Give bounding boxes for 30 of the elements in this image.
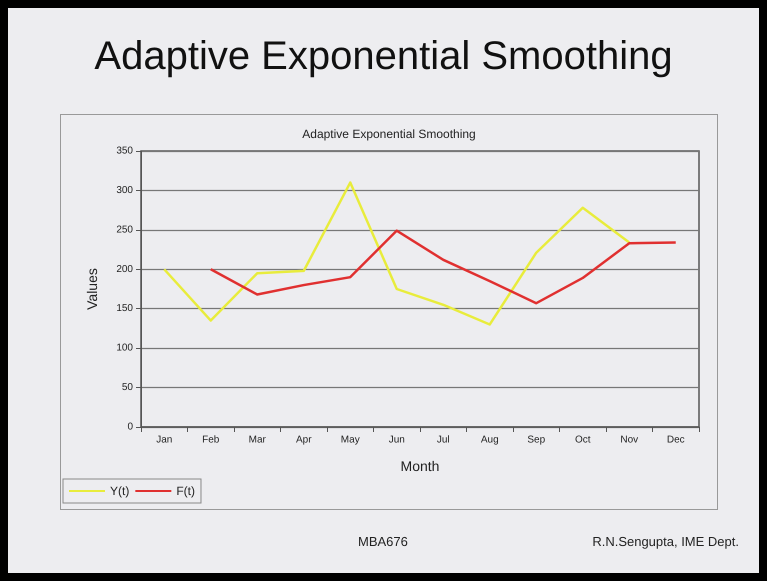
y-tick-label: 0 <box>127 422 134 432</box>
y-tick-label: 100 <box>116 342 134 354</box>
y-tick-label: 350 <box>116 146 134 156</box>
x-tick-label: Jun <box>388 434 405 446</box>
y-tick-label: 50 <box>122 382 134 394</box>
x-tick-label: Apr <box>296 434 312 446</box>
x-tick-label: Aug <box>480 434 499 446</box>
y-tick-label: 300 <box>116 184 134 196</box>
y-tick-label: 200 <box>116 264 134 275</box>
y-tick-label: 250 <box>116 224 134 236</box>
x-tick-label: Oct <box>574 434 591 446</box>
legend-label: Y(t) <box>110 484 130 498</box>
x-tick-label: Sep <box>527 434 546 446</box>
chart-title: Adaptive Exponential Smoothing <box>93 34 674 79</box>
y-tick-label: 150 <box>116 303 134 314</box>
x-tick-label: Feb <box>202 434 220 446</box>
legend-label: F(t) <box>176 484 195 498</box>
x-tick-label: Jan <box>156 434 172 446</box>
x-axis-title: Month <box>400 458 440 474</box>
text: R.N.Sengupta, IME Dept. <box>591 534 739 549</box>
x-tick-label: Jul <box>436 434 450 446</box>
x-tick-label: May <box>340 434 360 446</box>
x-tick-label: Nov <box>620 434 638 446</box>
line-series <box>163 181 630 326</box>
x-tick-label: Dec <box>666 434 685 446</box>
text: MBA676 <box>358 534 408 549</box>
line-series <box>210 229 677 304</box>
chart-subtitle: Adaptive Exponential Smoothing <box>302 127 476 141</box>
x-tick-label: Mar <box>248 434 267 446</box>
y-axis-title: Values <box>84 268 100 310</box>
